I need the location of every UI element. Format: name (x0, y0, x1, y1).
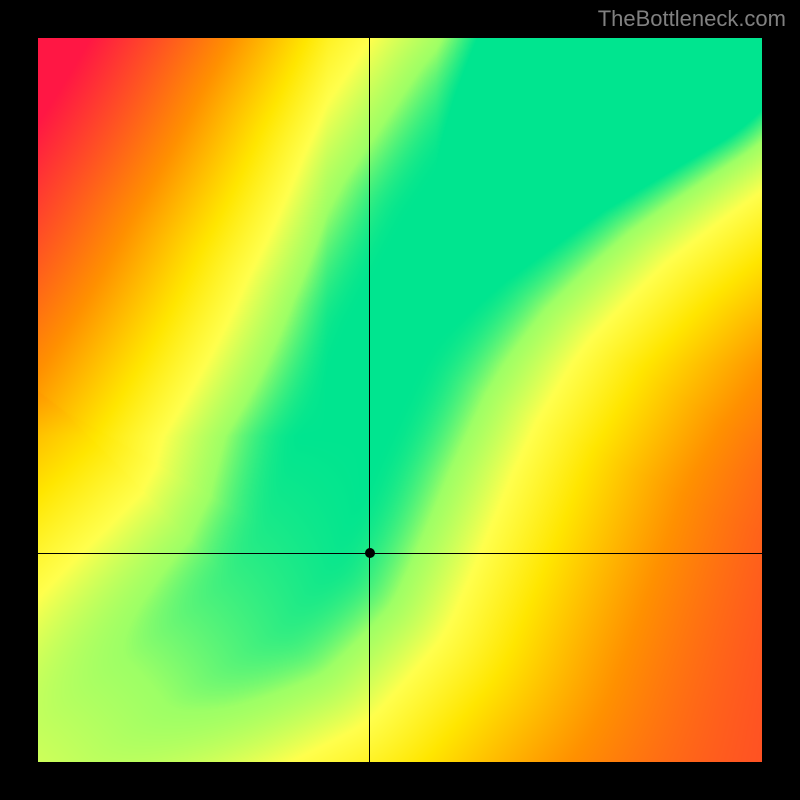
heatmap-canvas (38, 38, 762, 762)
heatmap-plot (38, 38, 762, 762)
watermark-text: TheBottleneck.com (598, 6, 786, 32)
